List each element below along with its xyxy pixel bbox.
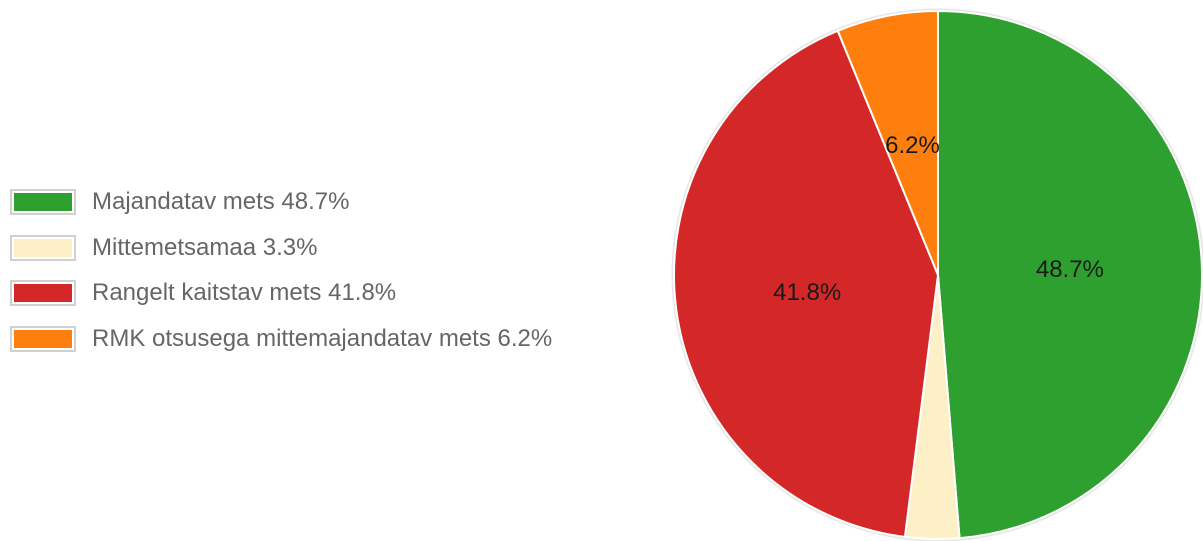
legend-swatch-color xyxy=(12,236,74,259)
legend-swatch xyxy=(10,189,76,215)
legend-item-rangelt-kaitstav-mets[interactable]: Rangelt kaitstav mets 41.8% xyxy=(10,278,670,308)
legend-swatch xyxy=(10,234,76,261)
legend-item-majandatav-mets[interactable]: Majandatav mets 48.7% xyxy=(10,187,670,217)
legend-item-rmk-otsusega-mittemajandatav-mets[interactable]: RMK otsusega mittemajandatav mets 6.2% xyxy=(10,324,670,354)
legend-label: RMK otsusega mittemajandatav mets 6.2% xyxy=(92,324,553,352)
legend: Majandatav mets 48.7% Mittemetsamaa 3.3%… xyxy=(10,187,670,369)
pie-slice-rmk-otsusega-mittemajandatav-mets[interactable] xyxy=(836,9,939,276)
slice-label-rangelt-kaitstav-mets: 41.8% xyxy=(773,279,841,306)
legend-label: Majandatav mets 48.7% xyxy=(92,188,350,215)
legend-item-mittemetsamaa[interactable]: Mittemetsamaa 3.3% xyxy=(10,233,670,263)
legend-swatch-color xyxy=(12,327,74,350)
pie-slice-rangelt-kaitstav-mets[interactable] xyxy=(673,29,940,539)
legend-swatch-color xyxy=(12,191,74,213)
legend-swatch-color xyxy=(12,282,74,304)
legend-swatch xyxy=(10,280,76,306)
pie-slice-majandatav-mets[interactable] xyxy=(937,9,1203,540)
slice-label-majandatav-mets: 48.7% xyxy=(1036,256,1104,283)
pie-slices xyxy=(671,8,1203,541)
legend-label: Rangelt kaitstav mets 41.8% xyxy=(92,279,397,306)
slice-label-rmk-otsusega-mittemajandatav-mets: 6.2% xyxy=(885,132,940,159)
legend-label: Mittemetsamaa 3.3% xyxy=(92,233,318,261)
legend-swatch xyxy=(10,325,76,352)
pie-slice-labels: 48.7% 41.8% 6.2% xyxy=(773,132,1104,306)
